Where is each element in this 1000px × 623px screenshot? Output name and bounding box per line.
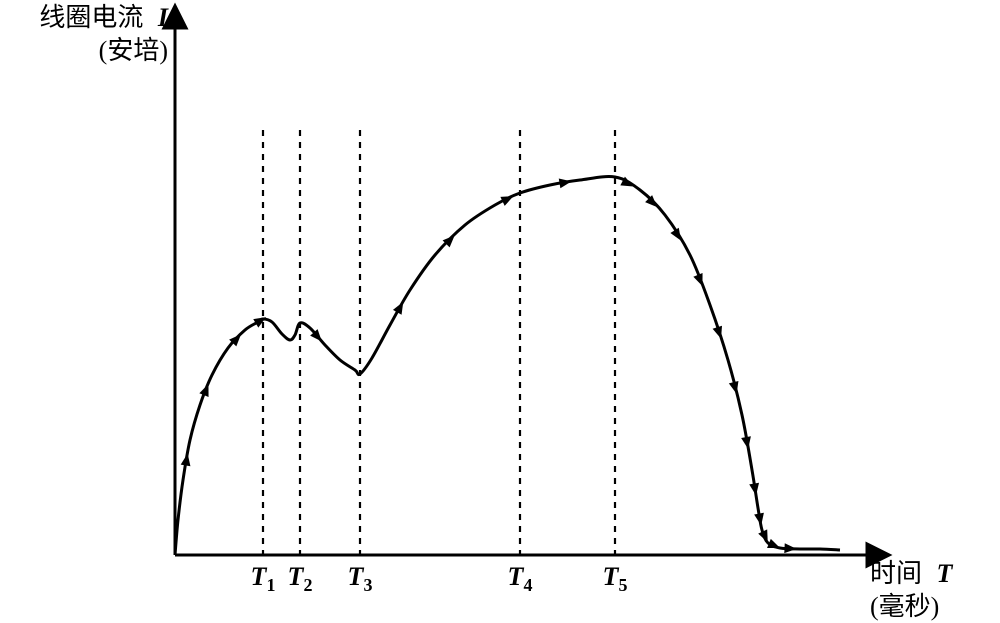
x-tick-labels: T1 T2 T3 T4 T5 xyxy=(251,562,628,595)
svg-text:T1: T1 xyxy=(251,562,276,595)
curve-direction-arrows xyxy=(181,177,797,554)
x-axis-label-line2: (毫秒) xyxy=(870,592,939,621)
svg-text:T4: T4 xyxy=(508,562,533,595)
y-axis-label: 线圈电流 I (安培) xyxy=(0,2,168,67)
x-axis-symbol: T xyxy=(937,559,953,588)
svg-text:T2: T2 xyxy=(288,562,313,595)
svg-text:T3: T3 xyxy=(348,562,373,595)
current-curve xyxy=(175,177,840,555)
chart-container: { "chart": { "type": "line", "background… xyxy=(0,0,1000,623)
chart-svg: T1 T2 T3 T4 T5 xyxy=(0,0,1000,623)
guide-lines xyxy=(263,130,615,555)
y-axis-symbol: I xyxy=(158,3,168,32)
x-axis-label-line1: 时间 xyxy=(870,559,922,588)
svg-text:T5: T5 xyxy=(603,562,628,595)
y-axis-label-line1: 线圈电流 xyxy=(39,3,143,32)
y-axis-label-line2: (安培) xyxy=(99,36,168,65)
x-axis-label: 时间 T (毫秒) xyxy=(870,558,1000,623)
